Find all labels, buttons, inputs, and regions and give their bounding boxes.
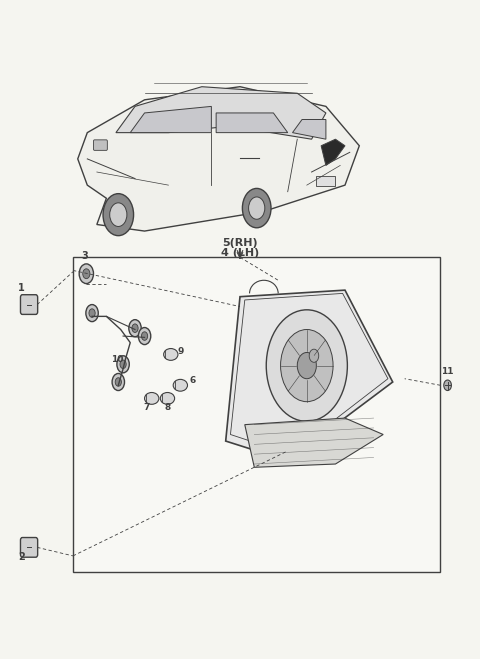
Circle shape — [132, 324, 138, 332]
Bar — [73, 257, 441, 572]
Text: 2: 2 — [18, 552, 25, 563]
Ellipse shape — [160, 393, 175, 405]
Circle shape — [309, 349, 319, 362]
Circle shape — [142, 331, 148, 340]
Polygon shape — [321, 139, 345, 165]
Circle shape — [86, 304, 98, 322]
Ellipse shape — [144, 393, 159, 405]
Polygon shape — [78, 87, 360, 231]
Text: 7: 7 — [144, 403, 150, 412]
Circle shape — [249, 197, 265, 219]
Text: 9: 9 — [177, 347, 183, 357]
Circle shape — [444, 380, 451, 391]
Text: 8: 8 — [164, 403, 170, 412]
Text: 1: 1 — [18, 283, 25, 293]
Text: 3: 3 — [82, 251, 88, 261]
Circle shape — [79, 264, 94, 283]
Polygon shape — [245, 418, 383, 467]
Text: 10: 10 — [111, 355, 123, 364]
Bar — [316, 176, 336, 186]
FancyBboxPatch shape — [94, 140, 108, 150]
Circle shape — [103, 194, 133, 236]
Circle shape — [120, 360, 126, 368]
Polygon shape — [130, 106, 211, 132]
Circle shape — [89, 309, 95, 318]
Circle shape — [129, 320, 141, 337]
Polygon shape — [292, 119, 326, 139]
Polygon shape — [216, 113, 288, 132]
FancyBboxPatch shape — [21, 538, 37, 558]
Ellipse shape — [173, 380, 188, 391]
FancyBboxPatch shape — [21, 295, 37, 314]
Text: 6: 6 — [190, 376, 196, 386]
Circle shape — [83, 269, 90, 279]
Circle shape — [110, 203, 127, 227]
Text: 11: 11 — [441, 367, 454, 376]
Polygon shape — [226, 290, 393, 461]
Text: 5(RH): 5(RH) — [222, 237, 258, 248]
Circle shape — [112, 374, 124, 391]
Circle shape — [138, 328, 151, 345]
Circle shape — [117, 356, 129, 373]
Text: 4 (LH): 4 (LH) — [221, 248, 259, 258]
Polygon shape — [116, 87, 326, 139]
Circle shape — [266, 310, 348, 421]
Circle shape — [115, 378, 121, 386]
Circle shape — [297, 353, 316, 379]
Circle shape — [242, 188, 271, 228]
Ellipse shape — [164, 349, 178, 360]
Circle shape — [281, 330, 333, 402]
